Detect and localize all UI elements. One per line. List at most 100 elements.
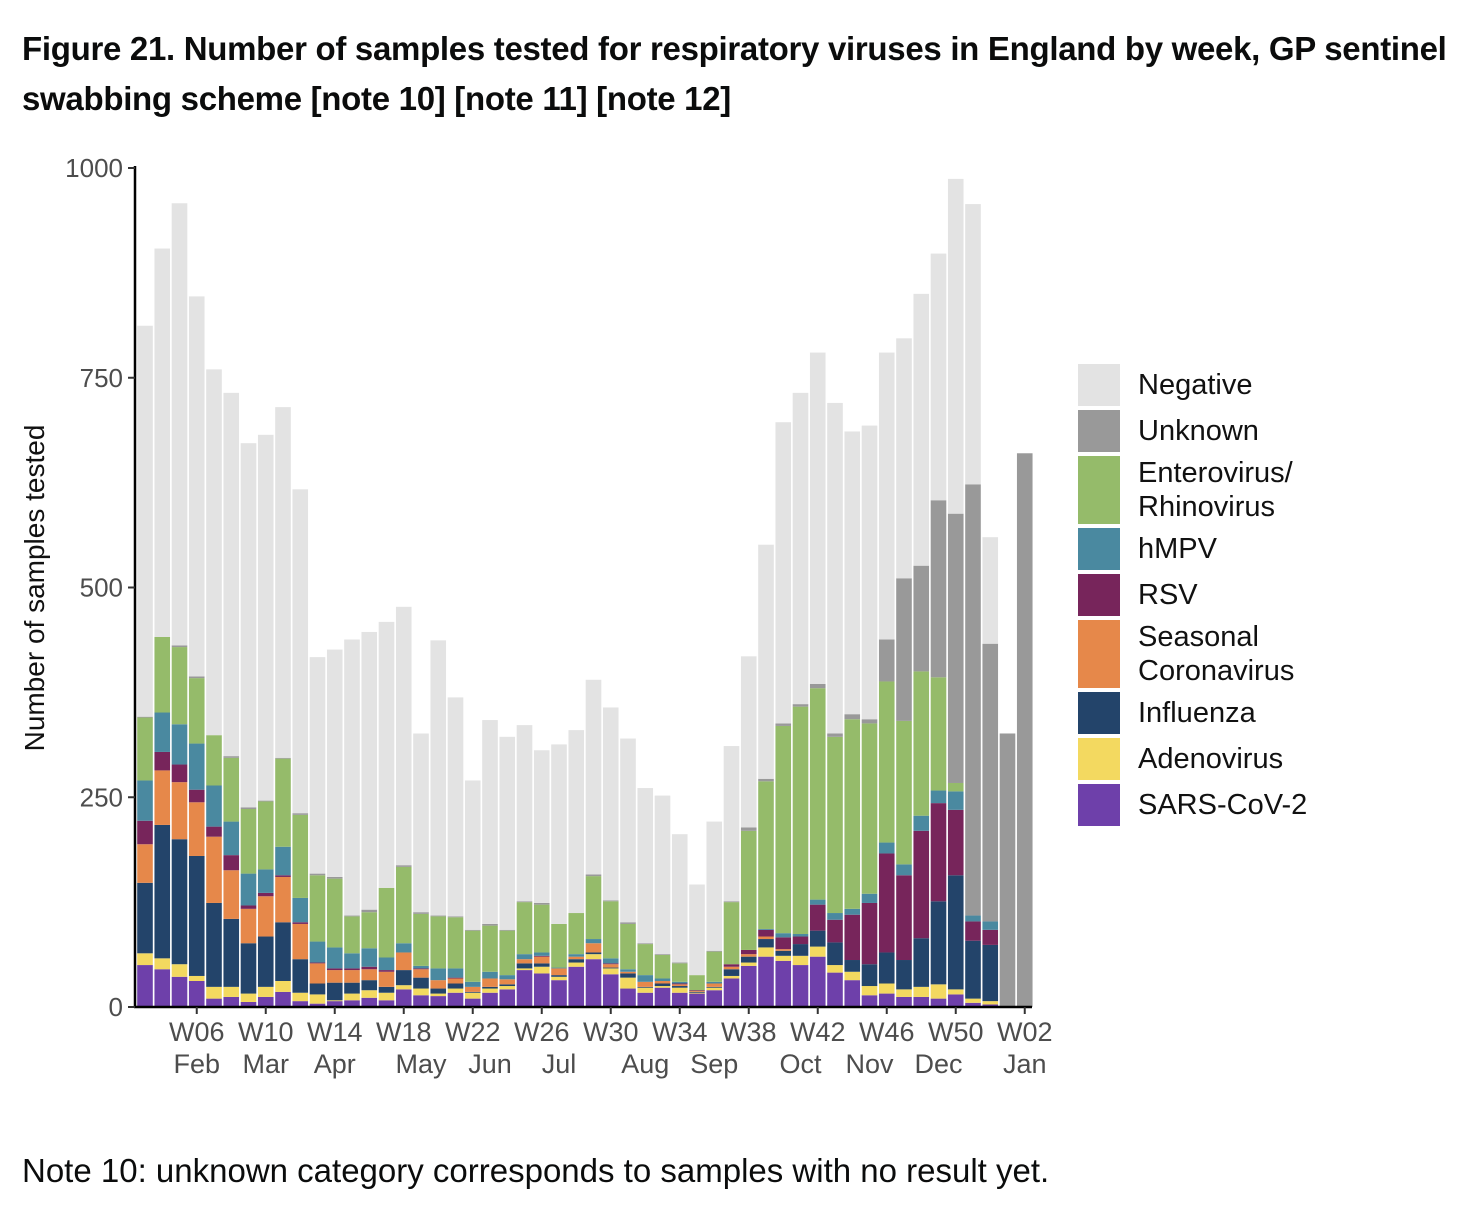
bar-seasonal-coronavirus-W28 [568,956,585,960]
bar-enterovirus-rhinovirus-W49 [930,677,947,791]
bar-hmpv-W30 [602,958,619,964]
bar-enterovirus-rhinovirus-W13 [309,875,326,942]
bar-adenovirus-W29 [585,954,602,960]
bar-rsv-W07 [206,826,222,837]
bar-rsv-W30 [602,963,619,965]
y-tick-label: 750 [80,363,123,393]
y-axis-title: Number of samples tested [19,425,50,752]
bar-negative-W33 [654,795,671,955]
bar-negative-W19 [413,733,429,913]
bar-enterovirus-rhinovirus-W35 [689,975,705,991]
bar-negative-W05 [171,203,188,646]
legend-item-unknown: Unknown [1078,410,1338,452]
bar-adenovirus-W36 [706,987,723,991]
bar-seasonal-coronavirus-W40 [775,949,792,951]
bar-adenovirus-W41 [792,955,809,966]
bar-adenovirus-W23 [482,988,498,993]
bar-hmpv-W05 [171,724,188,765]
bar-sars-cov-2-W24 [499,989,516,1007]
legend-item-sars-cov-2: SARS-CoV-2 [1078,784,1338,826]
legend-label: Influenza [1138,697,1256,729]
bar-influenza-W23 [482,986,498,989]
bar-influenza-W32 [637,986,654,988]
bar-sars-cov-2-W39 [758,956,774,1007]
bar-enterovirus-rhinovirus-W27 [551,923,567,968]
x-tick-label: W10 [238,1017,294,1047]
x-tick-label: W18 [376,1017,432,1047]
bar-hmpv-W21 [447,968,464,978]
bar-influenza-W46 [878,952,895,984]
bar-hmpv-W03 [137,780,153,821]
bar-rsv-W43 [827,919,843,943]
bar-sars-cov-2-W19 [413,995,429,1007]
bar-influenza-W33 [654,983,671,987]
bar-hmpv-W11 [275,846,291,876]
bar-adenovirus-W05 [171,964,188,977]
bars-group [137,178,1033,1007]
bar-unknown-W39 [758,778,774,782]
bar-enterovirus-rhinovirus-W47 [896,720,912,865]
bar-influenza-W38 [740,956,757,963]
bar-hmpv-W42 [809,899,826,905]
bar-negative-W21 [447,697,464,917]
bar-hmpv-W16 [361,948,378,967]
bar-sars-cov-2-W12 [292,1001,309,1007]
bar-seasonal-coronavirus-W08 [223,870,240,919]
bar-sars-cov-2-W51 [965,1002,981,1007]
bar-enterovirus-rhinovirus-W22 [464,930,481,982]
legend-item-influenza: Influenza [1078,692,1338,734]
bar-sars-cov-2-W08 [223,996,240,1007]
bar-enterovirus-rhinovirus-W40 [775,725,792,934]
bar-adenovirus-W26 [533,966,550,974]
bar-enterovirus-rhinovirus-W48 [913,671,930,816]
bar-influenza-W44 [844,960,861,972]
bar-seasonal-coronavirus-W26 [533,956,550,964]
bar-seasonal-coronavirus-W03 [137,844,153,883]
bar-enterovirus-rhinovirus-W37 [723,902,740,965]
bar-unknown-W50 [947,513,964,783]
bar-adenovirus-W03 [137,953,153,966]
bar-enterovirus-rhinovirus-W38 [740,830,757,950]
bar-unknown-W16 [361,909,378,913]
bar-influenza-W51 [965,940,981,999]
bar-rsv-W44 [844,914,861,961]
bar-hmpv-W13 [309,941,326,963]
bar-adenovirus-W35 [689,992,705,994]
bar-unknown-W09 [240,807,257,809]
legend-swatch [1078,456,1120,524]
bar-rsv-W10 [257,892,274,897]
bar-enterovirus-rhinovirus-W18 [395,866,412,944]
bar-hmpv-W06 [188,743,205,790]
bar-sars-cov-2-W34 [671,992,688,1007]
bar-enterovirus-rhinovirus-W12 [292,814,309,898]
bar-unknown-W41 [792,704,809,707]
month-label: Jul [542,1049,577,1079]
bar-negative-W42 [809,352,826,684]
bar-adenovirus-W31 [620,977,636,989]
bar-adenovirus-W33 [654,986,671,988]
bar-adenovirus-W06 [188,975,205,981]
bar-negative-W18 [395,606,412,866]
x-tick-label: W14 [307,1017,363,1047]
bar-influenza-W19 [413,977,429,989]
bar-unknown-W51 [965,484,981,916]
bar-enterovirus-rhinovirus-W20 [430,916,447,969]
legend: Negative Unknown Enterovirus/ Rhinovirus… [1078,364,1338,830]
bar-sars-cov-2-W17 [378,1000,395,1007]
bar-seasonal-coronavirus-W38 [740,954,757,957]
bar-seasonal-coronavirus-W32 [637,981,654,987]
bar-adenovirus-W40 [775,955,792,961]
bar-enterovirus-rhinovirus-W14 [326,878,343,948]
bar-sars-cov-2-W16 [361,997,378,1007]
bar-influenza-W42 [809,930,826,947]
bar-seasonal-coronavirus-W39 [758,936,774,940]
bar-adenovirus-W37 [723,975,740,979]
bar-hmpv-W09 [240,873,257,906]
legend-label: Unknown [1138,415,1259,447]
legend-swatch [1078,784,1120,826]
bar-unknown-W47 [896,578,912,721]
bar-hmpv-W19 [413,965,429,969]
bar-seasonal-coronavirus-W11 [275,876,291,923]
bar-enterovirus-rhinovirus-W15 [344,916,360,954]
bar-adenovirus-W39 [758,947,774,957]
